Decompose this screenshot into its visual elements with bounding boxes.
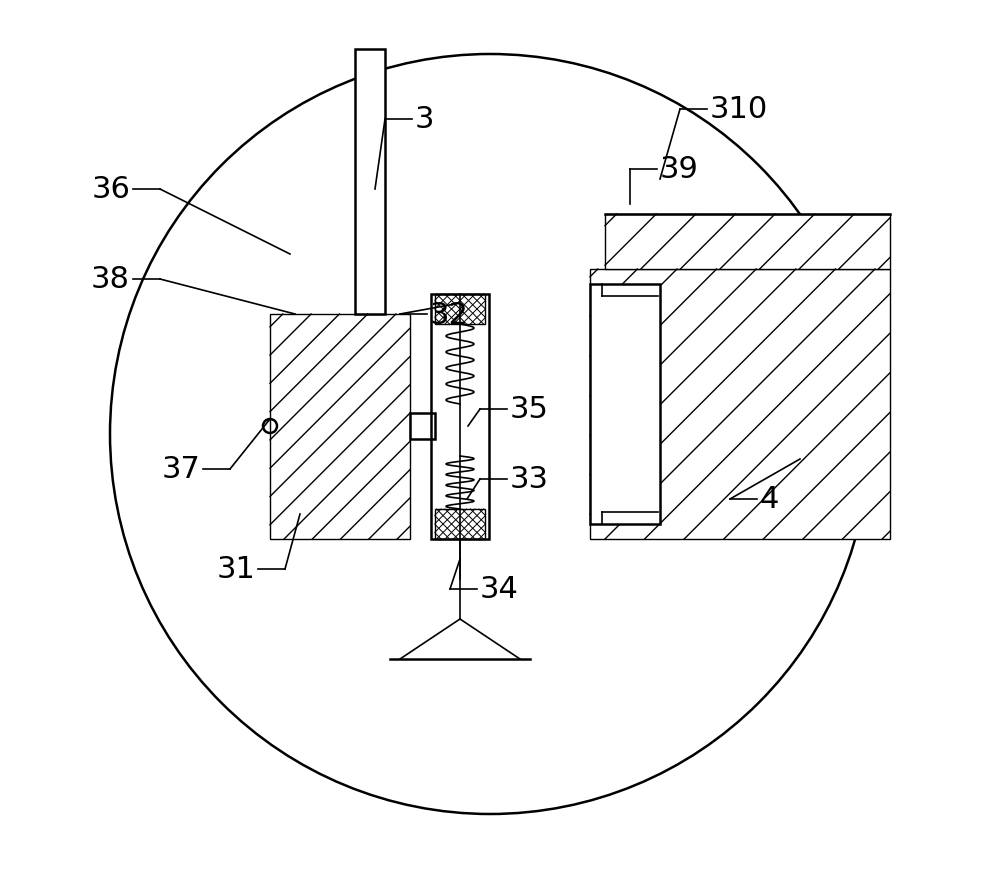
Bar [270,315,410,540]
Text: 35: 35 [510,395,549,424]
Bar [435,295,485,325]
Text: 38: 38 [91,265,130,295]
Bar [431,295,489,540]
Text: 310: 310 [710,96,768,124]
Bar [590,285,660,524]
Text: 34: 34 [480,574,519,604]
Bar [605,215,890,269]
Bar [410,414,435,440]
Bar [355,50,385,315]
Text: 39: 39 [660,156,699,184]
Text: 37: 37 [161,455,200,484]
Text: 31: 31 [216,555,255,584]
Text: 3: 3 [415,105,435,135]
Text: 4: 4 [760,485,779,514]
Text: 36: 36 [91,176,130,204]
Bar [435,509,485,540]
Text: 32: 32 [430,300,469,329]
Bar [590,269,890,540]
Text: 33: 33 [510,465,549,494]
